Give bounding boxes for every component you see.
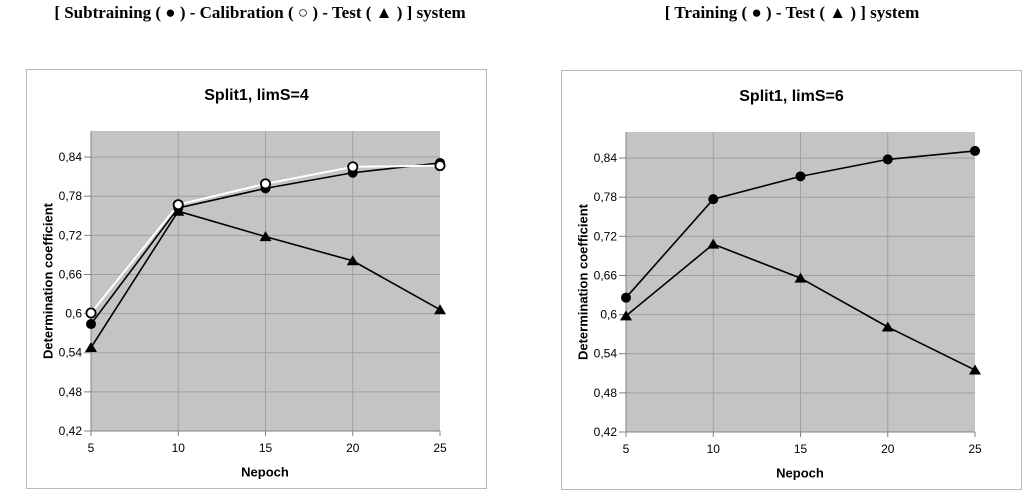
x-tick-label: 5 — [623, 442, 630, 456]
x-tick-label: 20 — [346, 441, 360, 455]
y-tick-label: 0,78 — [594, 190, 618, 204]
x-axis-title: Nepoch — [776, 465, 824, 481]
filled-triangle-marker-test — [620, 310, 632, 321]
filled-circle-marker-training — [970, 145, 980, 156]
open-circle-marker-calibration — [172, 199, 184, 211]
x-axis-title: Nepoch — [241, 464, 289, 480]
y-tick-label: 0,54 — [59, 346, 83, 360]
filled-triangle-marker-test — [259, 231, 272, 242]
y-tick-label: 0,42 — [594, 425, 618, 439]
chart-left-lims4: 0,42 0,48 0,54 0,6 0,66 0,72 0,78 0,84 5 10 15 20 25… — [26, 69, 487, 489]
y-tick-label: 0,54 — [594, 347, 618, 361]
y-tick-label: 0,66 — [594, 268, 618, 282]
filled-circle-marker-training — [621, 292, 631, 303]
y-tick-label: 0,84 — [59, 150, 83, 164]
y-tick-label: 0,66 — [59, 267, 83, 281]
y-tick-label: 0,84 — [594, 151, 618, 165]
filled-triangle-marker-test — [881, 321, 894, 332]
y-tick-label: 0,78 — [59, 189, 83, 203]
right-system-header: [ Training ( ● ) - Test ( ▲ ) ] system — [664, 3, 920, 22]
y-tick-label: 0,48 — [594, 386, 618, 400]
x-tick-label: 5 — [88, 441, 95, 455]
x-tick-label: 25 — [968, 442, 982, 456]
open-circle-marker-calibration — [434, 160, 446, 172]
y-axis-title: Determination coefficient — [40, 202, 56, 360]
filled-circle-marker-training — [882, 154, 893, 165]
x-tick-label: 10 — [707, 442, 721, 456]
chart-title: Split1, limS=4 — [204, 87, 309, 104]
y-axis-title: Determination coefficient — [575, 203, 591, 361]
x-tick-label: 25 — [433, 441, 447, 455]
x-tick-label: 10 — [172, 441, 186, 455]
open-circle-marker-calibration — [85, 307, 97, 319]
filled-circle-marker-training — [708, 194, 719, 205]
filled-circle-marker-subtraining — [86, 319, 96, 330]
x-tick-label: 15 — [259, 441, 273, 455]
y-tick-label: 0,42 — [59, 424, 83, 438]
y-tick-label: 0,72 — [594, 229, 618, 243]
filled-triangle-marker-test — [346, 255, 359, 266]
filled-triangle-marker-test — [434, 304, 446, 315]
y-tick-label: 0,72 — [59, 228, 83, 242]
y-tick-label: 0,48 — [59, 385, 83, 399]
chart-plot-svg: 0,42 0,48 0,54 0,6 0,66 0,72 0,78 0,84 5 10 15 20 25 — [594, 132, 982, 456]
chart-title: Split1, limS=6 — [739, 88, 844, 105]
y-tick-label: 0,6 — [600, 308, 617, 322]
filled-triangle-marker-test — [969, 364, 981, 375]
filled-circle-marker-training — [795, 171, 806, 182]
y-tick-label: 0,6 — [65, 307, 82, 321]
x-tick-label: 20 — [881, 442, 895, 456]
chart-right-lims6: 0,42 0,48 0,54 0,6 0,66 0,72 0,78 0,84 5 10 15 20 25… — [561, 70, 1022, 490]
filled-triangle-marker-test — [707, 238, 720, 249]
left-system-header: [ Subtraining ( ● ) - Calibration ( ○ ) … — [54, 3, 466, 22]
x-tick-label: 15 — [794, 442, 808, 456]
open-circle-marker-calibration — [347, 161, 359, 173]
open-circle-marker-calibration — [259, 178, 271, 190]
chart-plot-svg: 0,42 0,48 0,54 0,6 0,66 0,72 0,78 0,84 5 10 15 20 25 — [59, 131, 447, 455]
filled-triangle-marker-test — [794, 272, 807, 283]
filled-triangle-marker-test — [85, 342, 97, 353]
